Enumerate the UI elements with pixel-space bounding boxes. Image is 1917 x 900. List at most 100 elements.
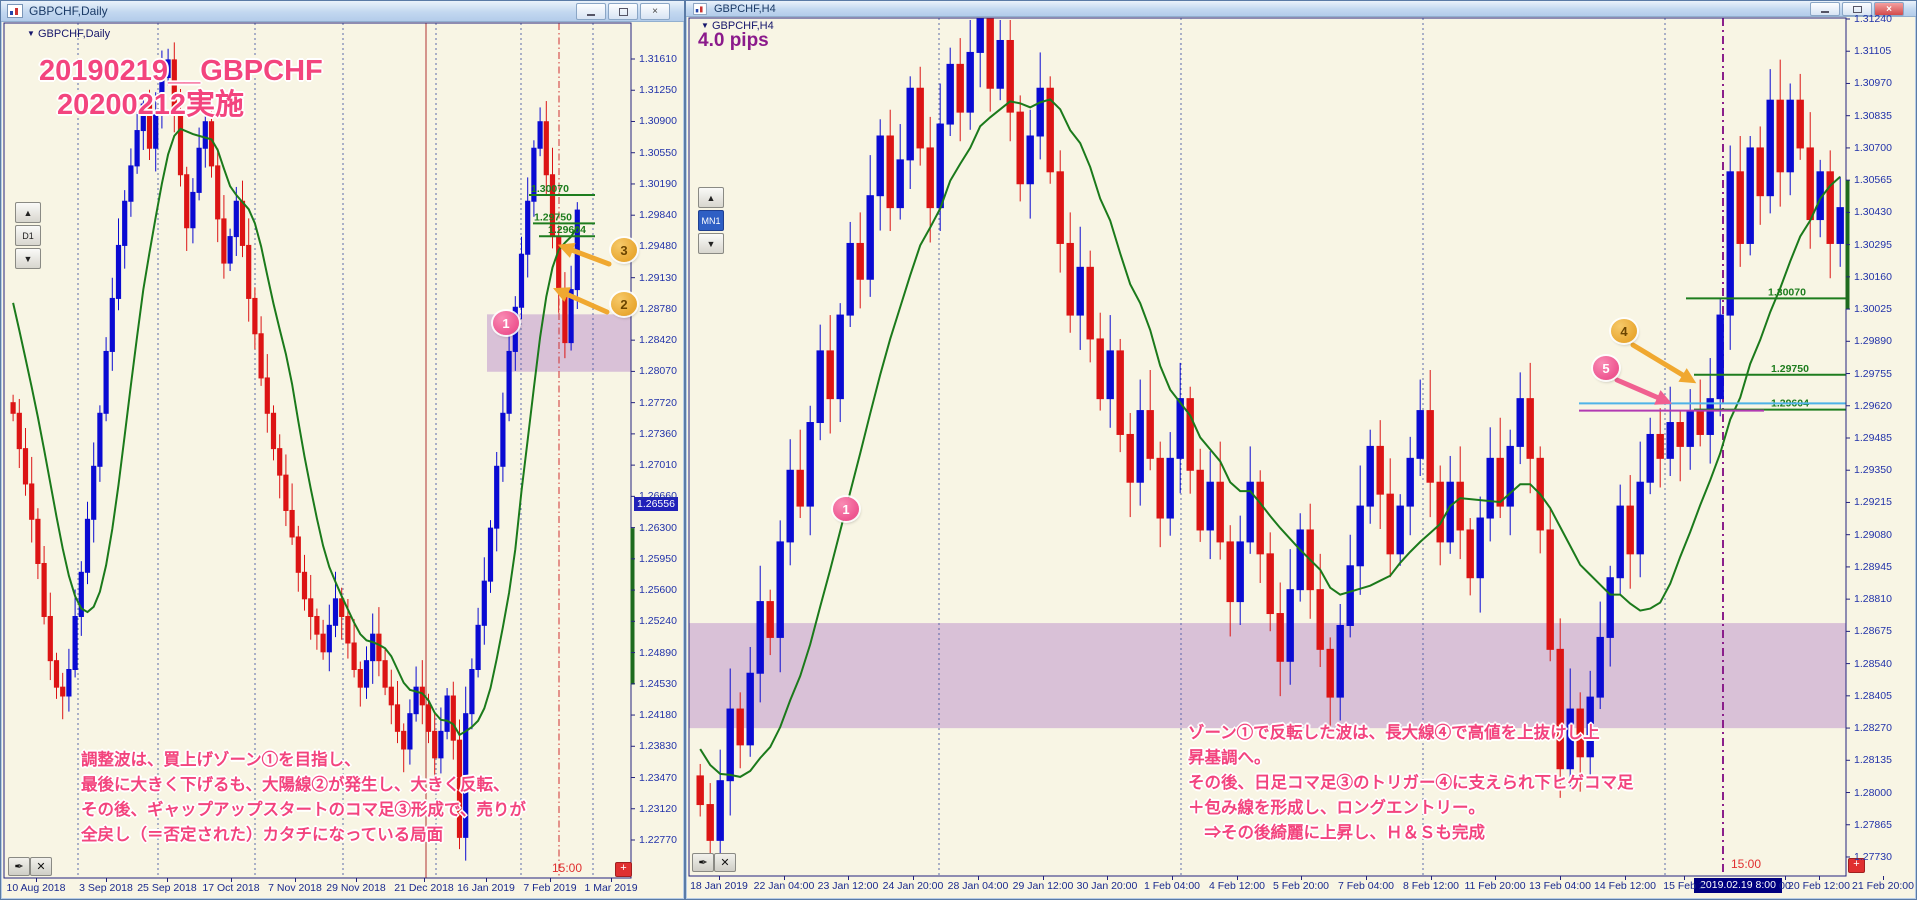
chart-h4[interactable]: 1.30070 1.29750 1.29604 ▼ GBPCHF,H4 4.0 pi…: [688, 13, 1914, 897]
time-tick: 16 Jan 2019: [457, 882, 515, 894]
scroll-up-button[interactable]: ▲: [15, 202, 41, 223]
time-tick-mark: [1366, 876, 1367, 880]
time-tick: 20 Feb 12:00: [1788, 880, 1850, 892]
price-tick: 1.28070: [639, 365, 677, 378]
delete-tool-button[interactable]: ✕: [714, 853, 736, 872]
time-tick: 7 Feb 2019: [523, 882, 577, 894]
time-tick-mark: [1684, 876, 1685, 880]
close-button[interactable]: ×: [1874, 2, 1904, 16]
price-tick: 1.30900: [639, 115, 677, 128]
price-tick: 1.30550: [639, 146, 677, 159]
time-tick-mark: [167, 878, 168, 882]
time-tick-mark: [1819, 876, 1820, 880]
time-tick: 22 Jan 04:00: [753, 880, 815, 892]
price-tick: 1.26660: [639, 490, 677, 503]
time-tick: 18 Jan 2019: [690, 880, 748, 892]
price-tick: 1.28540: [1854, 657, 1892, 670]
scroll-down-button[interactable]: ▼: [15, 248, 41, 269]
time-tick-mark: [719, 876, 720, 880]
price-tick: 1.24530: [639, 677, 677, 690]
price-tick: 1.30970: [1854, 77, 1892, 90]
price-tick: 1.25600: [639, 584, 677, 597]
chart-window-h4[interactable]: GBPCHF,H4 × 1.30070 1.29750 1.29604 ▼ GBPC…: [685, 0, 1917, 900]
price-tick: 1.29080: [1854, 528, 1892, 541]
time-tick-mark: [1883, 876, 1884, 880]
add-indicator-button[interactable]: +: [615, 862, 632, 877]
price-tick: 1.26300: [639, 521, 677, 534]
scroll-down-button[interactable]: ▼: [698, 233, 724, 254]
vline-time-label: 15:00: [1731, 857, 1762, 871]
legend-collapse-icon[interactable]: ▼: [27, 29, 35, 38]
price-tick: 1.27730: [1854, 850, 1892, 863]
selected-vline-timebox: 2019.02.19 8:00: [1694, 878, 1782, 893]
price-tick: 1.28405: [1854, 689, 1892, 702]
price-tick: 1.29620: [1854, 399, 1892, 412]
time-tick: 7 Nov 2018: [268, 882, 322, 894]
price-tick: 1.28135: [1854, 754, 1892, 767]
price-tick: 1.28675: [1854, 625, 1892, 638]
time-tick-mark: [424, 878, 425, 882]
crosshair-tool-button[interactable]: ✒: [8, 857, 30, 876]
price-tick: 1.30835: [1854, 109, 1892, 122]
restore-icon: [618, 7, 628, 16]
titlebar-daily[interactable]: GBPCHF,Daily: [1, 1, 684, 22]
delete-tool-button[interactable]: ✕: [30, 857, 52, 876]
pips-result-label: 4.0 pips: [698, 30, 769, 51]
price-tick: 1.30025: [1854, 303, 1892, 316]
price-tick: 1.28000: [1854, 786, 1892, 799]
time-tick-mark: [1237, 876, 1238, 880]
time-tick: 4 Feb 12:00: [1208, 880, 1266, 892]
minimize-button[interactable]: [576, 3, 606, 20]
crosshair-tool-button[interactable]: ✒: [692, 853, 714, 872]
price-tick: 1.27010: [639, 459, 677, 472]
close-button[interactable]: ×: [640, 3, 670, 20]
price-tick: 1.22770: [639, 834, 677, 846]
minimize-icon: [1821, 10, 1829, 13]
restore-button[interactable]: [1842, 2, 1872, 16]
price-tick: 1.29485: [1854, 431, 1892, 444]
timeframe-button-d1[interactable]: D1: [15, 225, 41, 246]
time-tick: 24 Jan 20:00: [882, 880, 944, 892]
time-tick: 23 Jan 12:00: [817, 880, 879, 892]
chart-window-icon: [693, 2, 707, 15]
window-title: GBPCHF,H4: [714, 2, 776, 15]
time-tick-mark: [550, 878, 551, 882]
add-indicator-button[interactable]: +: [1848, 858, 1865, 873]
time-tick-mark: [295, 878, 296, 882]
price-tick: 1.27865: [1854, 818, 1892, 831]
price-tick: 1.24890: [639, 646, 677, 659]
svg-text:1.30070: 1.30070: [1768, 286, 1806, 298]
price-tick: 1.30160: [1854, 270, 1892, 283]
time-tick: 17 Oct 2018: [202, 882, 260, 894]
chart-window-daily[interactable]: GBPCHF,Daily × 1.30070 1.29750 1.29604 ▼ G…: [0, 0, 685, 900]
time-tick-mark: [1431, 876, 1432, 880]
minimize-button[interactable]: [1810, 2, 1840, 16]
timeframe-button-mn1[interactable]: MN1: [698, 210, 724, 231]
time-tick-mark: [36, 878, 37, 882]
titlebar-h4[interactable]: GBPCHF,H4: [686, 1, 1916, 17]
time-tick: 7 Feb 04:00: [1337, 880, 1395, 892]
marker-circle-h4-2: 5: [1593, 356, 1619, 380]
chart-daily[interactable]: 1.30070 1.29750 1.29604 ▼ GBPCHF,Daily 201…: [3, 22, 682, 897]
time-tick-mark: [611, 878, 612, 882]
restore-button[interactable]: [608, 3, 638, 20]
price-tick: 1.25950: [639, 552, 677, 565]
time-tick-mark: [1785, 876, 1786, 880]
time-tick-mark: [913, 876, 914, 880]
legend-collapse-icon[interactable]: ▼: [701, 21, 709, 30]
price-tick: 1.29130: [639, 271, 677, 284]
time-tick-mark: [1107, 876, 1108, 880]
price-tick: 1.30700: [1854, 141, 1892, 154]
price-tick: 1.29890: [1854, 335, 1892, 348]
time-tick-mark: [1625, 876, 1626, 880]
scroll-up-button[interactable]: ▲: [698, 187, 724, 208]
price-tick: 1.28270: [1854, 722, 1892, 735]
time-tick: 11 Feb 20:00: [1464, 880, 1526, 892]
price-tick: 1.28420: [639, 334, 677, 347]
time-tick-mark: [848, 876, 849, 880]
price-tick: 1.30295: [1854, 238, 1892, 251]
marker-circle-daily-2: 3: [611, 238, 637, 262]
time-tick: 13 Feb 04:00: [1529, 880, 1591, 892]
